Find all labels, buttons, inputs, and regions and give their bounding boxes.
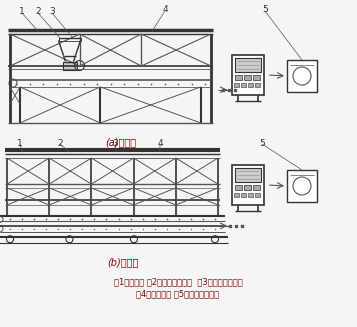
Bar: [255, 83, 260, 87]
Text: 4: 4: [157, 139, 163, 147]
Text: 4: 4: [162, 6, 168, 14]
Bar: [235, 75, 242, 80]
Bar: [232, 55, 264, 95]
Bar: [235, 168, 261, 182]
Text: （1）承载器 （2）称荷传递装置  （3）称荷测量装置: （1）承载器 （2）称荷传递装置 （3）称荷测量装置: [114, 278, 242, 286]
Text: 2: 2: [57, 139, 63, 147]
Bar: [248, 83, 253, 87]
Text: 5: 5: [259, 139, 265, 147]
Bar: [287, 60, 317, 92]
Bar: [287, 170, 317, 202]
Bar: [234, 83, 239, 87]
Text: 2: 2: [35, 8, 41, 16]
Text: 3: 3: [49, 8, 55, 16]
Text: (a)可放式: (a)可放式: [105, 137, 136, 147]
Bar: [241, 193, 246, 197]
Text: 1: 1: [17, 139, 23, 147]
Bar: [235, 185, 242, 190]
Bar: [234, 193, 239, 197]
Bar: [241, 83, 246, 87]
Bar: [253, 185, 260, 190]
Bar: [232, 165, 264, 205]
Bar: [253, 75, 260, 80]
Bar: [62, 61, 76, 70]
Text: 1: 1: [19, 8, 25, 16]
Text: 5: 5: [262, 6, 268, 14]
Bar: [248, 193, 253, 197]
Bar: [244, 185, 251, 190]
Bar: [244, 75, 251, 80]
Text: 3: 3: [112, 139, 118, 147]
Bar: [255, 193, 260, 197]
Text: （4）指示装置 （5）附属功能装置: （4）指示装置 （5）附属功能装置: [136, 289, 220, 299]
Bar: [235, 58, 261, 72]
Text: (b)三放式: (b)三放式: [107, 257, 138, 267]
